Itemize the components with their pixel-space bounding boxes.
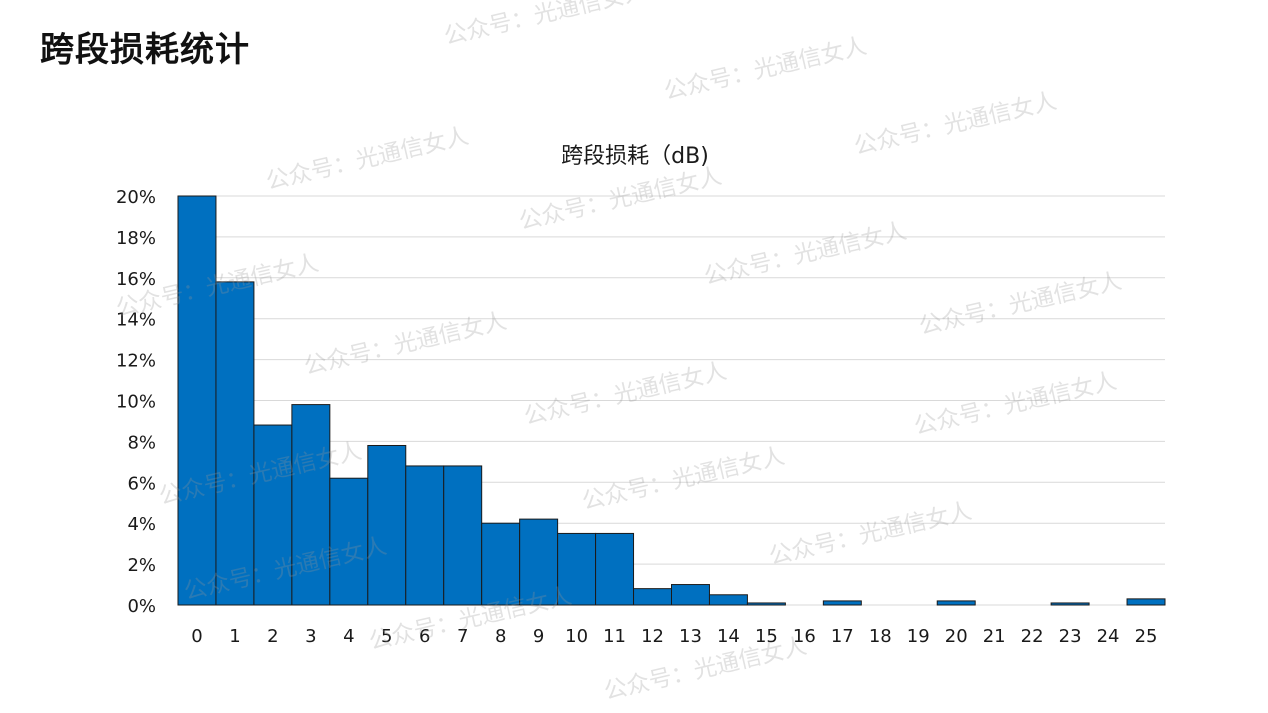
x-tick-label: 3: [305, 626, 316, 647]
x-tick-label: 12: [641, 626, 664, 647]
x-tick-label: 24: [1097, 626, 1120, 647]
x-tick-label: 9: [533, 626, 544, 647]
x-tick-label: 19: [907, 626, 930, 647]
y-tick-label: 14%: [116, 310, 156, 331]
x-tick-label: 8: [495, 626, 506, 647]
x-tick-label: 5: [381, 626, 392, 647]
x-tick-label: 18: [869, 626, 892, 647]
x-tick-label: 4: [343, 626, 354, 647]
bar: [253, 424, 293, 606]
x-tick-label: 21: [983, 626, 1006, 647]
x-tick-label: 2: [267, 626, 278, 647]
page-title: 跨段损耗统计: [40, 30, 250, 70]
bar: [671, 584, 710, 606]
bar: [443, 465, 483, 606]
y-tick-label: 2%: [127, 555, 156, 576]
x-tick-label: 7: [457, 626, 468, 647]
y-tick-label: 18%: [116, 228, 156, 249]
bar: [481, 522, 521, 606]
bar: [177, 195, 217, 606]
y-tick-label: 4%: [127, 514, 156, 535]
bar: [557, 532, 597, 606]
bar: [1126, 598, 1166, 606]
bar: [215, 281, 255, 606]
bar: [708, 594, 748, 606]
y-tick-label: 12%: [116, 351, 156, 372]
y-tick-label: 10%: [116, 392, 156, 413]
bar: [367, 444, 407, 606]
x-tick-label: 13: [679, 626, 702, 647]
x-tick-label: 11: [603, 626, 626, 647]
bar: [329, 477, 369, 606]
x-tick-label: 0: [191, 626, 202, 647]
bar: [519, 518, 559, 606]
x-tick-label: 1: [229, 626, 240, 647]
x-tick-label: 10: [565, 626, 588, 647]
x-tick-label: 23: [1059, 626, 1082, 647]
x-tick-label: 6: [419, 626, 430, 647]
bar: [746, 602, 786, 606]
bar: [405, 465, 445, 606]
x-tick-label: 25: [1135, 626, 1158, 647]
bar: [1050, 602, 1090, 606]
y-tick-label: 8%: [127, 432, 156, 453]
chart-title: 跨段损耗（dB): [561, 144, 709, 169]
x-tick-label: 22: [1021, 626, 1044, 647]
x-tick-label: 17: [831, 626, 854, 647]
y-tick-label: 0%: [127, 596, 156, 617]
bar: [595, 532, 635, 606]
bar: [822, 600, 862, 606]
bar: [936, 600, 976, 606]
x-tick-label: 15: [755, 626, 778, 647]
x-tick-label: 20: [945, 626, 968, 647]
y-tick-label: 20%: [116, 187, 156, 208]
y-axis: 0% 2% 4% 6% 8% 10% 12% 14% 16% 18% 20%: [116, 187, 156, 617]
x-axis: 0 1 2 3 4 5 6 7 8 9 10 11 12 13 14 15 16 17 18 19 20 21 22 23 24…: [191, 626, 1157, 647]
bar: [633, 588, 672, 606]
bar: [291, 404, 331, 606]
x-tick-label: 14: [717, 626, 740, 647]
bars: [177, 195, 1166, 606]
y-tick-label: 16%: [116, 269, 156, 290]
y-tick-label: 6%: [127, 473, 156, 494]
x-tick-label: 16: [793, 626, 816, 647]
